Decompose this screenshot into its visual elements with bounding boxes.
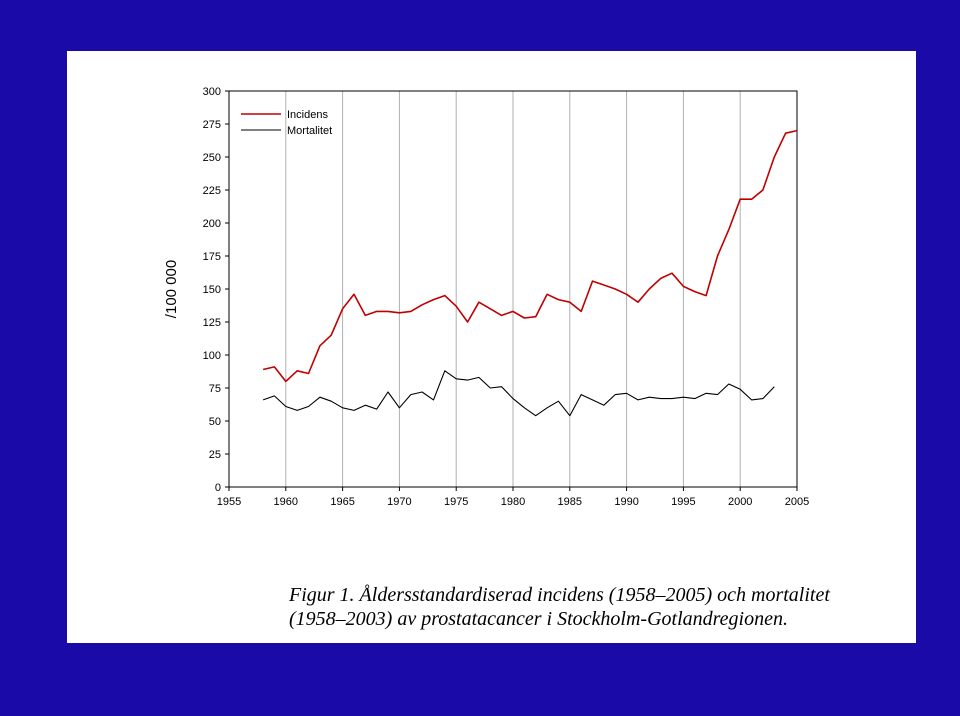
y-tick-label: 200 <box>203 218 221 230</box>
series-line-incidens <box>262 129 798 383</box>
legend-label-incidens: Incidens <box>287 109 328 121</box>
figure-caption: Figur 1. Åldersstandardiserad incidens (… <box>289 583 929 631</box>
x-tick-label: 1995 <box>671 496 695 508</box>
caption-line-2: (1958–2003) av prostatacancer i Stockhol… <box>289 608 788 630</box>
x-tick-label: 1990 <box>614 496 638 508</box>
x-tick-label: 1970 <box>387 496 411 508</box>
y-tick-label: 75 <box>209 383 221 395</box>
x-tick-label: 1975 <box>444 496 468 508</box>
y-tick-label: 0 <box>215 482 221 494</box>
x-tick-label: 1960 <box>274 496 298 508</box>
y-tick-label: 300 <box>203 86 221 98</box>
y-tick-label: 50 <box>209 416 221 428</box>
y-axis-label: /100 000 <box>163 260 180 318</box>
y-tick-label: 250 <box>203 152 221 164</box>
y-tick-label: 225 <box>203 185 221 197</box>
x-tick-label: 1965 <box>330 496 354 508</box>
y-tick-label: 175 <box>203 251 221 263</box>
caption-line-1: Figur 1. Åldersstandardiserad incidens (… <box>289 584 830 606</box>
y-tick-label: 125 <box>203 317 221 329</box>
series-line-mortalitet <box>262 370 775 417</box>
x-tick-label: 1980 <box>501 496 525 508</box>
x-tick-label: 1955 <box>217 496 241 508</box>
x-tick-label: 1985 <box>558 496 582 508</box>
figure-slide: 0 25 50 75 100 125 150 175 200 225 250 275 300 1955 19… <box>67 51 916 643</box>
x-tick-label: 2005 <box>785 496 809 508</box>
legend-label-mortalitet: Mortalitet <box>287 125 332 137</box>
y-tick-label: 275 <box>203 119 221 131</box>
line-chart: 0 25 50 75 100 125 150 175 200 225 250 275 300 1955 19… <box>163 86 809 508</box>
y-tick-label: 150 <box>203 284 221 296</box>
x-tick-label: 2000 <box>728 496 752 508</box>
y-tick-label: 100 <box>203 350 221 362</box>
y-tick-label: 25 <box>209 449 221 461</box>
